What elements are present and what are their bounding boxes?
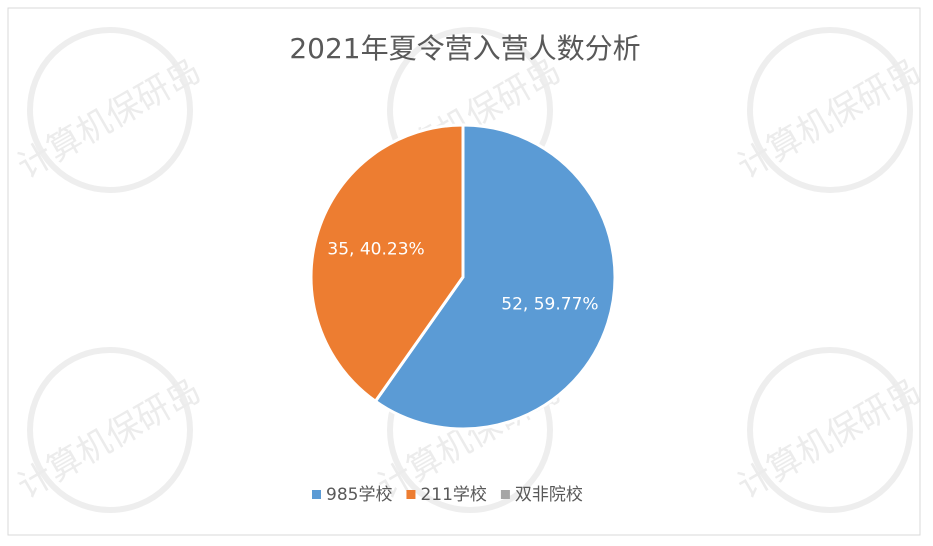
pie-slice: [373, 123, 617, 431]
legend: 985学校 211学校 双非院校: [312, 485, 583, 505]
legend-label: 985学校: [326, 485, 392, 505]
legend-swatch: [500, 490, 510, 499]
watermark-ring: [747, 27, 913, 193]
chart-title: 2021年夏令营入营人数分析: [289, 32, 640, 65]
watermark-ring: [27, 27, 193, 193]
data-label: 35, 40.23%: [327, 239, 424, 259]
legend-label: 211学校: [420, 485, 486, 505]
watermark-ring: [27, 347, 193, 513]
data-label: 52, 59.77%: [501, 295, 598, 315]
pie: 52, 59.77% 35, 40.23%: [309, 123, 617, 431]
pie-slice: [309, 123, 465, 404]
legend-swatch: [406, 490, 416, 499]
legend-label: 双非院校: [515, 485, 583, 505]
chart-border: [7, 7, 921, 536]
watermark-ring: [747, 347, 913, 513]
legend-swatch: [312, 490, 321, 499]
